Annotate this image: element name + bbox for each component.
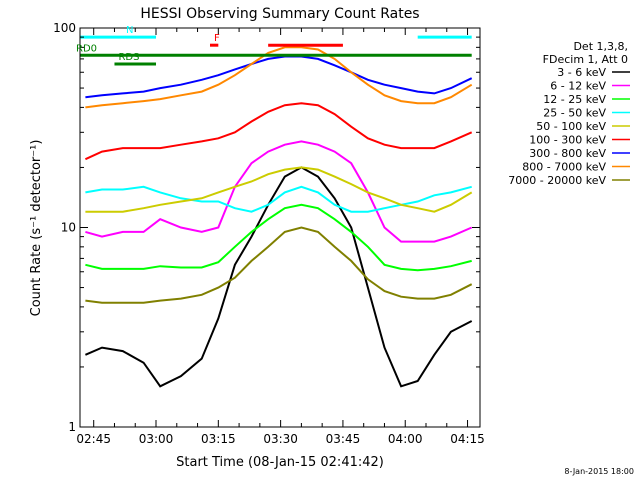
legend-label-3: 25 - 50 keV [543, 107, 606, 120]
y-axis-label: Count Rate (s⁻¹ detector⁻¹) [29, 140, 44, 317]
annotation-label-2: RD0 [76, 43, 97, 54]
y-tick-label-2: 100 [53, 21, 76, 35]
annotation-label-3: RDS [118, 52, 139, 63]
legend-label-2: 12 - 25 keV [543, 93, 606, 106]
annotation-layer [80, 35, 472, 66]
series-line-3 [85, 185, 472, 213]
footer-timestamp: 8-Jan-2015 18:00 [564, 467, 634, 476]
legend-header-1: FDecim 1, Att 0 [543, 53, 628, 66]
series-line-8 [85, 226, 473, 304]
legend-label-6: 300 - 800 keV [529, 147, 606, 160]
series-line-4 [85, 166, 473, 213]
legend-label-7: 800 - 7000 keV [522, 161, 606, 174]
legend-label-4: 50 - 100 keV [536, 120, 606, 133]
legend-header-0: Det 1,3,8, [573, 40, 628, 53]
annotation-label-0: N [126, 25, 133, 36]
x-tick-label-0: 02:45 [76, 432, 111, 446]
series-line-7 [85, 46, 473, 109]
series-line-5 [84, 102, 473, 161]
legend-label-0: 3 - 6 keV [557, 66, 606, 79]
x-tick-label-3: 03:30 [263, 432, 298, 446]
x-axis-label: Start Time (08-Jan-15 02:41:42) [176, 455, 384, 470]
annotation-label-1: F [214, 33, 220, 44]
x-tick-label-1: 03:00 [139, 432, 174, 446]
legend-label-8: 7000 - 20000 keV [508, 174, 606, 187]
x-tick-label-2: 03:15 [201, 432, 236, 446]
series-line-1 [85, 140, 473, 243]
plot-frame [79, 27, 481, 428]
y-tick-label-1: 10 [61, 221, 76, 235]
series-line-0 [85, 166, 473, 388]
series-layer [84, 46, 473, 388]
x-tick-label-5: 04:00 [388, 432, 423, 446]
axis-layer: 02:45 03:00 03:15 03:30 03:45 04:00 04:15 1 10 10… [53, 21, 485, 446]
x-tick-label-4: 03:45 [326, 432, 361, 446]
y-tick-label-0: 1 [68, 420, 76, 434]
legend-label-5: 100 - 300 keV [529, 134, 606, 147]
series-line-2 [85, 203, 472, 272]
x-tick-label-6: 04:15 [450, 432, 485, 446]
legend-label-1: 6 - 12 keV [550, 80, 606, 93]
chart-title: HESSI Observing Summary Count Rates [140, 6, 419, 22]
